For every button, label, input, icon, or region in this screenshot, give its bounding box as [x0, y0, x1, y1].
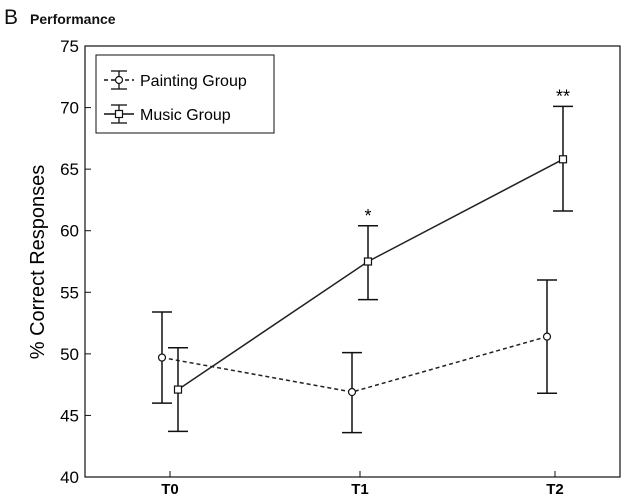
x-tick-label: T0 — [161, 481, 179, 496]
legend-item-0: Painting Group — [104, 70, 247, 90]
data-point — [173, 385, 183, 394]
annotation-layer: *** — [364, 86, 570, 225]
data-point — [347, 387, 357, 397]
y-tick-label: 50 — [60, 345, 79, 364]
series-line — [177, 158, 564, 391]
x-axis: T0 T1 T2 — [161, 471, 564, 496]
plot-frame — [84, 45, 621, 478]
legend-label: Music Group — [140, 107, 231, 124]
data-point — [157, 353, 167, 362]
data-point — [363, 257, 373, 266]
panel-letter: B — [4, 6, 19, 29]
y-tick-label: 40 — [60, 468, 79, 487]
x-tick-label: T1 — [351, 481, 369, 496]
y-tick-label: 60 — [60, 222, 79, 241]
data-point — [558, 155, 568, 164]
legend-marker — [114, 75, 124, 85]
series-0 — [152, 279, 557, 434]
legend: Painting Group Music Group — [95, 54, 275, 134]
series-line — [161, 335, 548, 393]
y-tick-label: 45 — [60, 406, 79, 425]
y-tick-label: 55 — [60, 283, 79, 302]
y-tick-label: 65 — [60, 160, 79, 179]
legend-label: Painting Group — [140, 73, 247, 90]
legend-box — [95, 54, 275, 134]
y-axis: 40 45 50 55 60 65 70 75 — [60, 37, 91, 487]
panel-title: Performance — [30, 11, 116, 27]
significance-marker: * — [364, 206, 371, 226]
y-axis-label: % Correct Responses — [27, 165, 49, 360]
legend-marker — [114, 109, 124, 119]
x-tick-label: T2 — [546, 481, 564, 496]
significance-marker: ** — [556, 86, 570, 106]
data-point — [542, 332, 552, 341]
y-tick-label: 75 — [60, 37, 79, 56]
legend-item-1: Music Group — [104, 104, 231, 124]
series-layer — [152, 105, 573, 434]
series-1 — [168, 105, 573, 433]
y-tick-label: 70 — [60, 99, 79, 118]
